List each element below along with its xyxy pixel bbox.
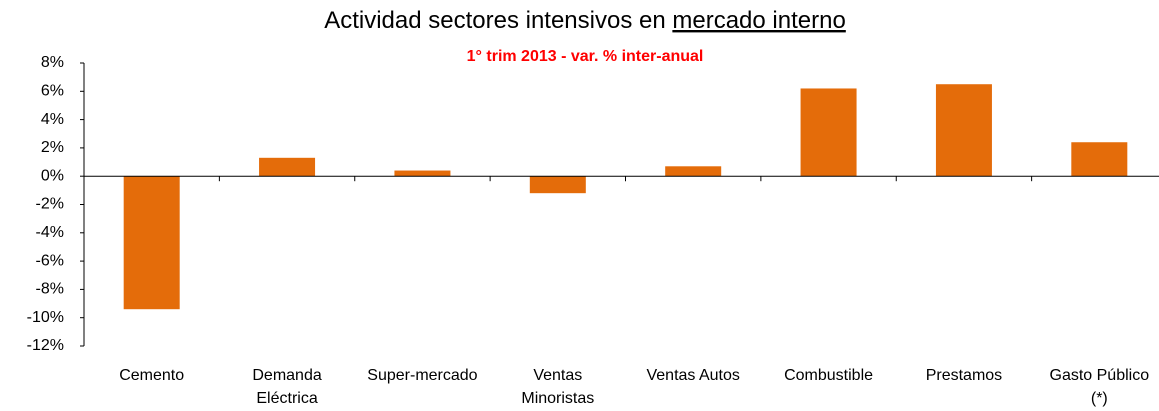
y-tick-label: 4% xyxy=(41,111,64,128)
x-tick-line: Eléctrica xyxy=(256,390,317,407)
x-tick-line: Minoristas xyxy=(521,390,594,407)
x-tick-line: Gasto Público xyxy=(1050,367,1150,384)
chart-title: Actividad sectores intensivos en mercado… xyxy=(324,7,846,34)
bar xyxy=(529,176,586,194)
title-part: mercado interno xyxy=(672,7,845,34)
bar xyxy=(935,84,992,177)
x-tick-label: Prestamos xyxy=(926,367,1002,384)
x-tick-label: Ventas Autos xyxy=(646,367,739,384)
bar xyxy=(394,170,451,177)
x-tick-line: Ventas Autos xyxy=(646,367,739,384)
y-tick-label: -6% xyxy=(36,252,64,269)
y-tick-label: -8% xyxy=(36,281,64,298)
x-tick-label: Ventas Minoristas xyxy=(521,367,594,407)
x-tick-line: Combustible xyxy=(784,367,873,384)
x-tick-line: (*) xyxy=(1091,390,1108,407)
bar xyxy=(259,157,316,177)
chart-subtitle: 1° trim 2013 - var. % inter-anual xyxy=(467,48,704,65)
x-tick-label: Super-mercado xyxy=(367,367,477,384)
x-tick-line: Prestamos xyxy=(926,367,1002,384)
y-tick-label: -10% xyxy=(27,309,64,326)
y-tick-label: -4% xyxy=(36,224,64,241)
y-tick-label: 0% xyxy=(41,167,64,184)
y-tick-label: -2% xyxy=(36,196,64,213)
bar xyxy=(1071,142,1128,177)
y-tick-label: 8% xyxy=(41,54,64,71)
y-tick-label: 2% xyxy=(41,139,64,156)
x-tick-line: Super-mercado xyxy=(367,367,477,384)
x-tick-line: Ventas xyxy=(533,367,582,384)
bar xyxy=(123,176,180,310)
y-tick-label: -12% xyxy=(27,337,64,354)
x-tick-label: Gasto Público (*) xyxy=(1050,367,1150,407)
title-part: Actividad sectores intensivos en xyxy=(324,7,666,34)
bar xyxy=(800,88,857,177)
bar xyxy=(665,166,722,177)
x-tick-line: Demanda xyxy=(252,367,321,384)
y-tick-label: 6% xyxy=(41,83,64,100)
x-tick-label: Cemento xyxy=(119,367,184,384)
x-tick-label: Combustible xyxy=(784,367,873,384)
x-tick-line: Cemento xyxy=(119,367,184,384)
x-tick-label: Demanda Eléctrica xyxy=(252,367,321,407)
